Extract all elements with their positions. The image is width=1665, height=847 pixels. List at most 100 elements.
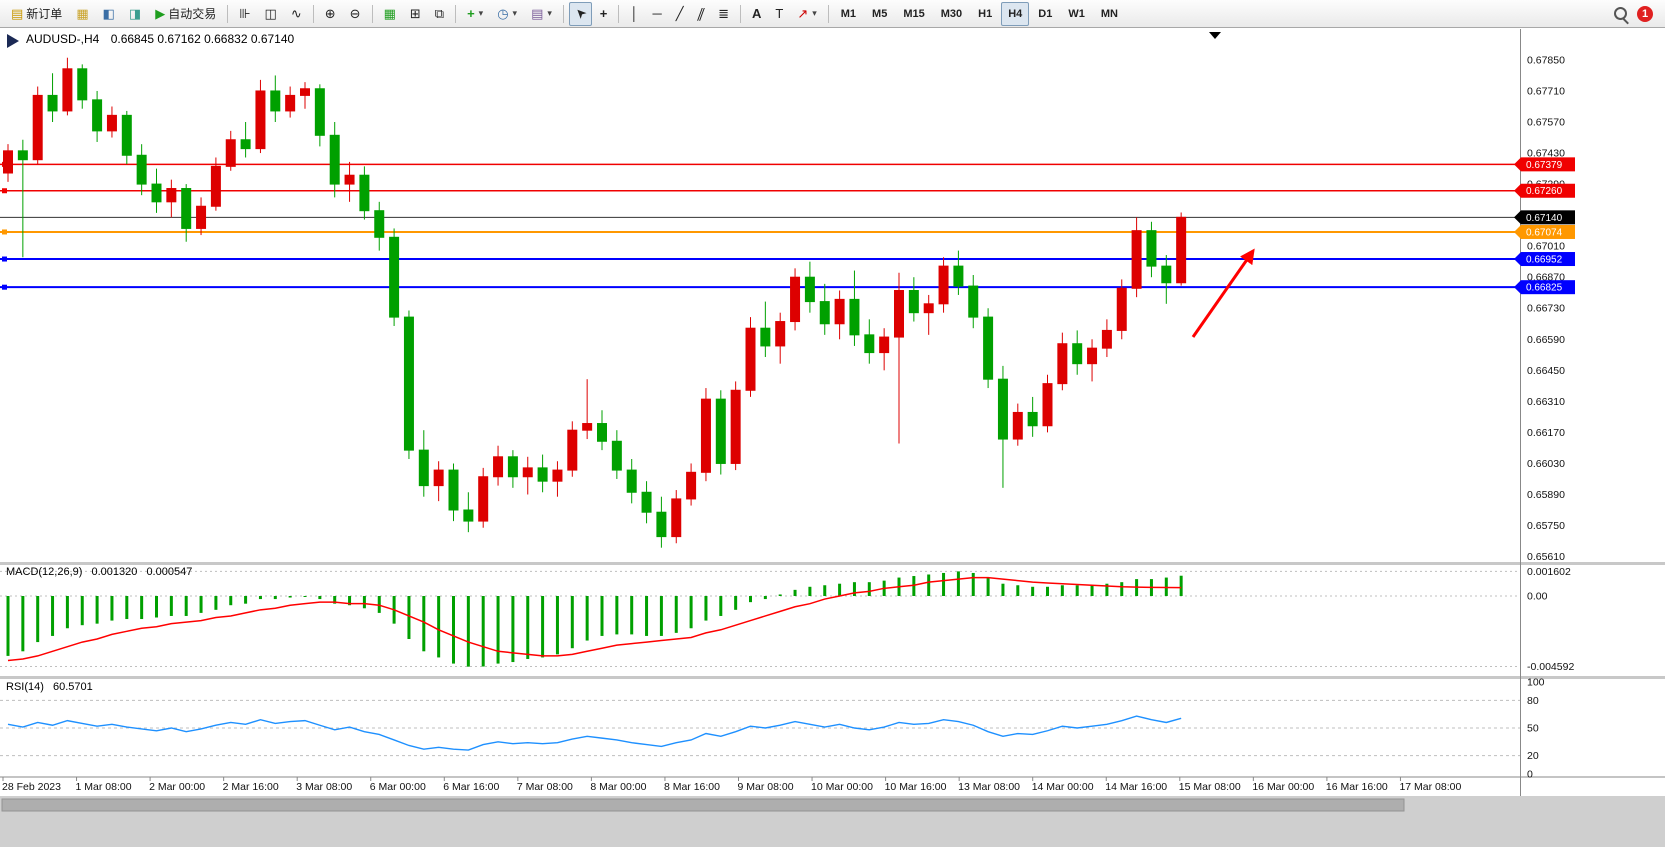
axis-label: 6 Mar 16:00 — [443, 781, 499, 793]
cursor-tool-button[interactable]: ➤ — [568, 1, 592, 26]
timeframe-button-d1[interactable]: D1 — [1038, 7, 1053, 20]
candle-body — [448, 469, 459, 511]
arrows-tool-button[interactable]: ↗ ▾ — [791, 2, 822, 26]
candle-body — [136, 154, 147, 185]
candle-body — [62, 68, 73, 112]
candle-body — [804, 276, 815, 303]
line-handle[interactable] — [2, 284, 7, 290]
candle-body — [1012, 411, 1023, 440]
macd-histogram-bar — [793, 589, 797, 596]
toolbar-separator — [827, 4, 829, 23]
text-tool-button[interactable]: A — [746, 2, 767, 26]
trendline-tool-button[interactable]: ╱ — [670, 2, 690, 26]
axis-label: 0.00 — [1527, 591, 1548, 603]
candle-body — [463, 509, 474, 522]
macd-histogram-bar — [125, 596, 129, 620]
timeframe-button-mn[interactable]: MN — [1100, 7, 1118, 20]
bar-chart-button[interactable]: ⊪ — [233, 2, 256, 26]
navigator-button[interactable]: ◨ — [123, 2, 147, 26]
price-tag — [1521, 183, 1575, 198]
search-icon[interactable] — [1614, 7, 1627, 20]
macd-histogram-bar — [496, 596, 500, 664]
new-order-button[interactable]: ▤ 新订单 — [5, 2, 68, 26]
indicators-icon: + — [467, 6, 475, 21]
candle-body — [300, 88, 310, 96]
tile-windows-button[interactable]: ⊞ — [404, 2, 427, 26]
candle-body — [3, 150, 13, 174]
grid-button[interactable]: ▦ — [378, 2, 402, 26]
candle-body — [819, 301, 830, 325]
axis-label: 3 Mar 08:00 — [296, 781, 352, 793]
line-handle[interactable] — [2, 229, 7, 235]
candlestick-chart-button[interactable]: ◫ — [259, 2, 283, 26]
macd-histogram-bar — [229, 596, 233, 606]
candle-body — [656, 511, 667, 538]
axis-label: 0.67570 — [1527, 117, 1565, 129]
one-click-trading-toggle[interactable] — [7, 34, 19, 48]
candle-body — [1042, 383, 1053, 427]
candle-body — [641, 491, 652, 513]
candle-body — [582, 423, 593, 431]
axis-label: 20 — [1527, 750, 1539, 762]
auto-trading-button[interactable]: ▶ 自动交易 — [149, 2, 222, 26]
timeframe-button-h4[interactable]: H4 — [1001, 1, 1030, 26]
macd-histogram-bar — [986, 577, 990, 596]
data-window-button[interactable]: ◧ — [97, 2, 121, 26]
crosshair-tool-button[interactable]: + — [594, 2, 614, 26]
chart-shift-marker[interactable] — [1209, 32, 1221, 39]
rsi-line — [7, 715, 1182, 751]
zoom-out-button[interactable]: ⊖ — [344, 2, 367, 26]
templates-button[interactable]: ▤ ▾ — [525, 2, 558, 26]
axis-label: 0.66730 — [1527, 303, 1565, 315]
timeframe-button-m30[interactable]: M30 — [940, 7, 963, 20]
candle-body — [1161, 265, 1172, 284]
horizontal-line-tool-button[interactable]: ─ — [647, 2, 668, 26]
pane-separator[interactable] — [0, 562, 1665, 565]
arrow-annotation[interactable] — [1191, 248, 1255, 338]
channel-icon: ∥ — [694, 6, 707, 21]
axis-label: 0 — [1527, 769, 1533, 781]
toolbar-separator — [371, 4, 373, 23]
timeframe-button-w1[interactable]: W1 — [1068, 7, 1085, 20]
macd-histogram-bar — [659, 596, 663, 636]
candle-body — [745, 327, 756, 391]
macd-histogram-bar — [823, 585, 827, 596]
vertical-line-tool-button[interactable]: │ — [624, 2, 644, 26]
zoom-in-button[interactable]: ⊕ — [319, 2, 342, 26]
indicators-button[interactable]: + ▾ — [461, 2, 489, 26]
candle-body — [151, 183, 162, 203]
timeframe-button-m1[interactable]: M1 — [840, 7, 857, 20]
timeframe-button-m5[interactable]: M5 — [872, 7, 888, 20]
zoom-out-icon: ⊖ — [349, 6, 361, 21]
fibonacci-tool-button[interactable]: ≣ — [712, 2, 735, 26]
macd-histogram-bar — [689, 596, 693, 629]
text-label-tool-button[interactable]: T — [769, 2, 789, 26]
timeframe-button-m15[interactable]: M15 — [903, 7, 925, 20]
macd-histogram-bar — [838, 583, 842, 596]
macd-histogram-bar — [763, 596, 767, 600]
pane-separator[interactable] — [0, 676, 1665, 679]
axis-label: 0.67379 — [1526, 160, 1563, 171]
candle-body — [507, 456, 518, 478]
macd-histogram-bar — [511, 596, 515, 663]
line-handle[interactable] — [2, 256, 7, 262]
line-chart-button[interactable]: ∿ — [285, 2, 308, 26]
macd-histogram-bar — [600, 596, 604, 636]
candle-body — [329, 134, 340, 185]
macd-histogram-bar — [971, 572, 975, 596]
periods-button[interactable]: ◷ ▾ — [491, 2, 523, 26]
macd-histogram-bar — [749, 596, 752, 603]
timeframe-button-h1[interactable]: H1 — [978, 7, 993, 20]
macd-histogram-bar — [318, 596, 322, 600]
market-watch-button[interactable]: ▦ — [70, 2, 94, 26]
cascade-windows-button[interactable]: ⧉ — [429, 2, 450, 26]
horizontal-scrollbar-thumb[interactable] — [1, 798, 1405, 812]
candle-body — [730, 389, 741, 464]
candle-body — [849, 298, 860, 336]
notification-badge[interactable]: 1 — [1637, 5, 1653, 22]
channel-tool-button[interactable]: ∥ — [692, 2, 711, 26]
axis-label: 8 Mar 16:00 — [664, 781, 720, 793]
candle-body — [77, 68, 88, 101]
line-handle[interactable] — [2, 188, 7, 194]
